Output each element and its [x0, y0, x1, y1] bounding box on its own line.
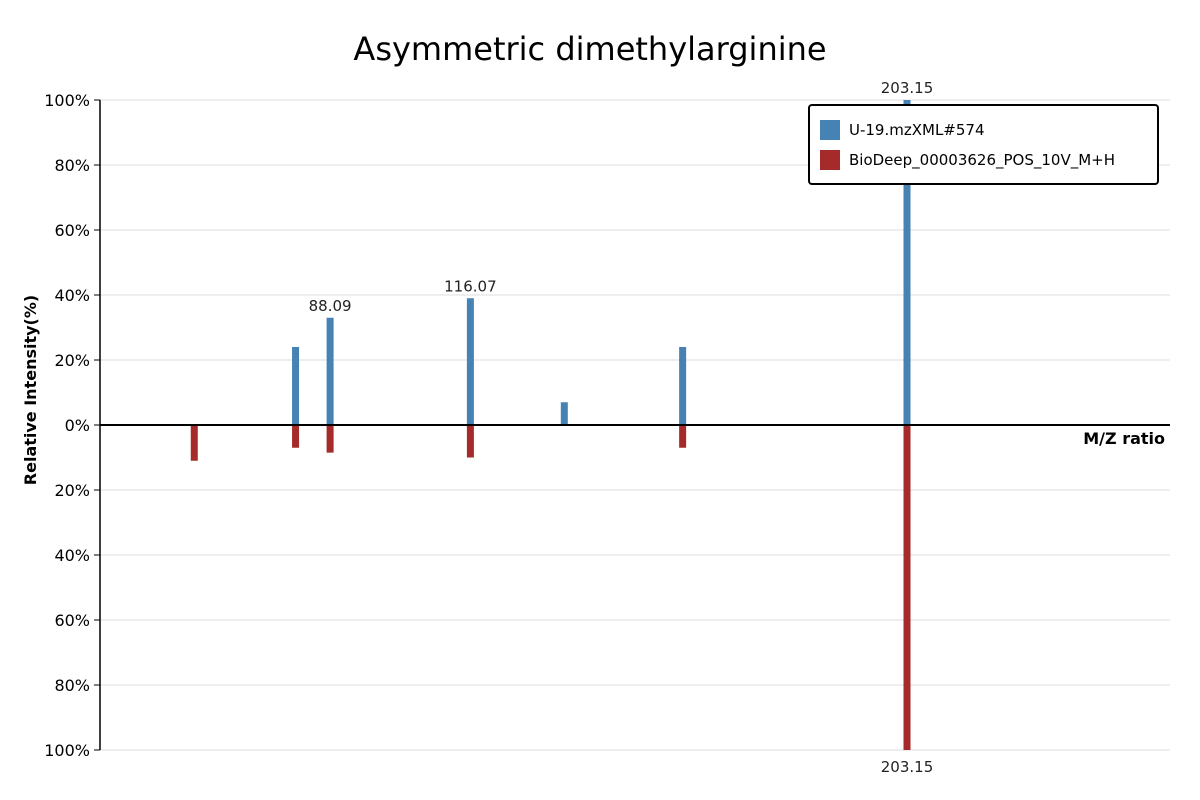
- y-tick-label: 40%: [54, 546, 90, 565]
- reference-peak-label: 203.15: [881, 758, 934, 776]
- y-tick-label: 0%: [65, 416, 90, 435]
- legend-swatch-reference: [820, 150, 840, 170]
- y-axis-title: Relative Intensity(%): [21, 295, 40, 485]
- y-tick-label: 20%: [54, 351, 90, 370]
- x-axis-title: M/Z ratio: [1083, 429, 1165, 448]
- legend-swatch-sample: [820, 120, 840, 140]
- bars: [190, 100, 911, 750]
- legend-label-sample: U-19.mzXML#574: [849, 121, 985, 139]
- y-tick-label: 100%: [44, 741, 90, 760]
- chart-title: Asymmetric dimethylarginine: [353, 30, 826, 68]
- sample-peak-bar: [466, 298, 474, 425]
- y-tick-label: 60%: [54, 221, 90, 240]
- sample-peak-bar: [903, 100, 911, 425]
- sample-peak-bar: [292, 347, 300, 425]
- sample-peak-bar: [326, 317, 334, 425]
- reference-peak-bar: [903, 425, 911, 750]
- y-tick-label: 80%: [54, 156, 90, 175]
- y-tick-label: 60%: [54, 611, 90, 630]
- reference-peak-bar: [326, 425, 334, 453]
- reference-peak-bar: [190, 425, 198, 461]
- y-tick-label: 40%: [54, 286, 90, 305]
- reference-peak-bar: [292, 425, 300, 448]
- legend-box: [808, 104, 1159, 185]
- grid-lines: [100, 99, 1170, 751]
- sample-peak-label: 203.15: [881, 79, 934, 97]
- sample-peak-bar: [679, 347, 687, 425]
- sample-peak-bar: [560, 402, 568, 425]
- legend-label-reference: BioDeep_00003626_POS_10V_M+H: [849, 151, 1115, 170]
- y-tick-label: 100%: [44, 91, 90, 110]
- y-tick-label: 80%: [54, 676, 90, 695]
- legend: U-19.mzXML#574 BioDeep_00003626_POS_10V_…: [808, 104, 1159, 185]
- reference-peak-bar: [679, 425, 687, 448]
- y-axis-ticks: 100% 80% 60% 40% 20% 0% 20% 40% 60% 80% 100%: [44, 91, 100, 760]
- reference-peak-bar: [466, 425, 474, 458]
- sample-peak-label: 116.07: [444, 277, 497, 295]
- peak-labels: 88.09 116.07 203.15 203.15: [309, 79, 934, 776]
- sample-peak-label: 88.09: [309, 297, 352, 315]
- y-tick-label: 20%: [54, 481, 90, 500]
